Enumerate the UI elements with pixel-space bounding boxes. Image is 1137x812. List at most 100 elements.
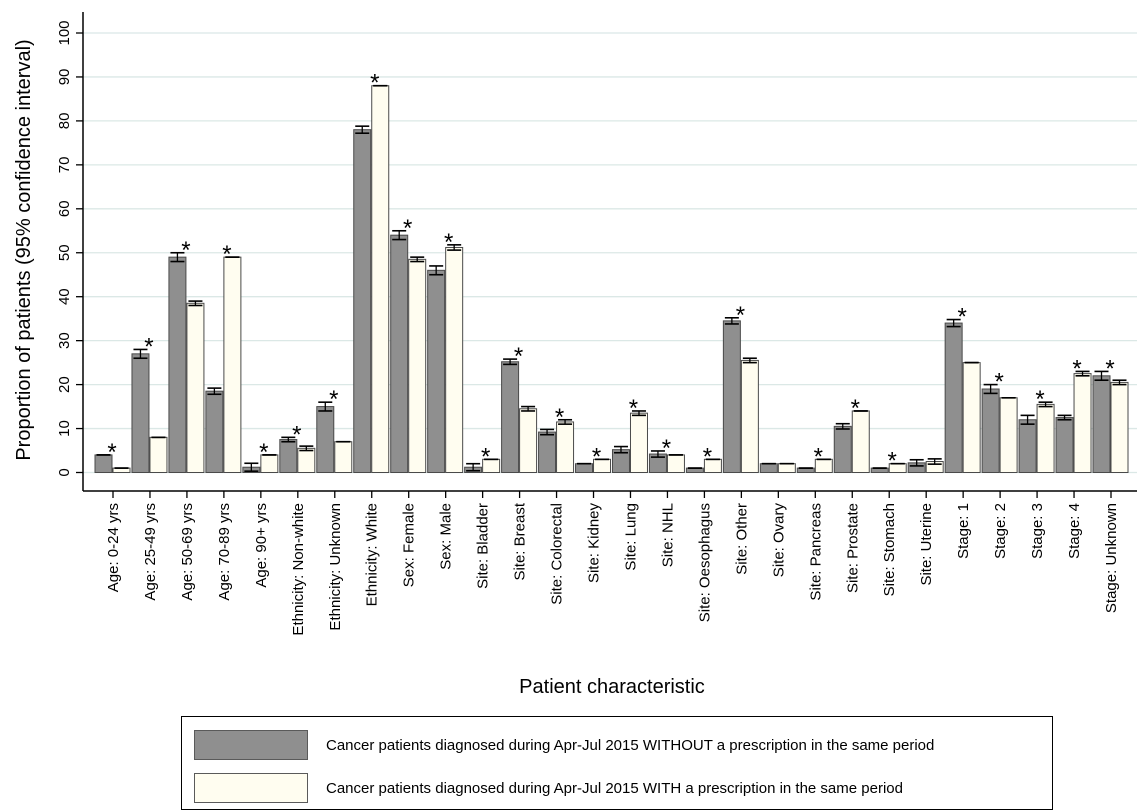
x-tick-label: Stage: 3 xyxy=(1029,503,1046,559)
bar xyxy=(223,256,242,473)
x-tick-label: Site: Pancreas xyxy=(807,503,824,601)
x-tick-label: Site: Breast xyxy=(512,502,529,580)
y-axis-title: Proportion of patients (95% confidence i… xyxy=(13,39,35,460)
significance-star: * xyxy=(370,70,379,97)
bar xyxy=(316,406,335,474)
significance-star: * xyxy=(736,302,745,329)
bar xyxy=(408,258,427,473)
bar xyxy=(205,390,224,474)
significance-star: * xyxy=(662,435,671,462)
bar xyxy=(833,425,852,474)
bar xyxy=(1092,375,1111,473)
y-tick-label: 90 xyxy=(56,69,73,86)
legend-swatch-with xyxy=(194,773,308,803)
x-tick-label: Ethnicity: Non-white xyxy=(290,503,307,636)
y-tick-label: 0 xyxy=(56,468,73,476)
x-tick-label: Site: Lung xyxy=(622,503,639,571)
x-tick-label: Ethnicity: White xyxy=(364,503,381,606)
legend-entry-without: Cancer patients diagnosed during Apr-Jul… xyxy=(194,729,934,761)
bar xyxy=(1018,419,1037,474)
significance-star: * xyxy=(957,304,966,331)
legend-swatch-without xyxy=(194,730,308,760)
bar xyxy=(538,431,557,474)
bar xyxy=(962,362,981,473)
y-tick-label: 40 xyxy=(56,288,73,305)
y-tick-label: 30 xyxy=(56,332,73,349)
significance-star: * xyxy=(1035,386,1044,413)
bar xyxy=(740,359,759,473)
bar xyxy=(186,302,205,474)
bar xyxy=(149,436,168,473)
bar xyxy=(777,463,796,473)
x-tick-label: Site: Other xyxy=(733,503,750,575)
significance-star: * xyxy=(1105,355,1114,382)
x-tick-label: Age: 70-89 yrs xyxy=(216,503,233,601)
significance-star: * xyxy=(329,386,338,413)
significance-star: * xyxy=(994,369,1003,396)
bar xyxy=(390,234,409,473)
x-tick-label: Site: Colorectal xyxy=(549,503,566,605)
significance-star: * xyxy=(851,395,860,422)
x-tick-label: Site: Stomach xyxy=(881,503,898,596)
x-tick-label: Site: Bladder xyxy=(475,503,492,589)
x-tick-label: Site: Oesophagus xyxy=(696,503,713,622)
legend: Cancer patients diagnosed during Apr-Jul… xyxy=(181,716,1053,810)
significance-star: * xyxy=(481,443,490,470)
x-tick-label: Stage: Unknown xyxy=(1103,503,1120,613)
significance-star: * xyxy=(814,443,823,470)
significance-star: * xyxy=(703,443,712,470)
y-tick-label: 60 xyxy=(56,200,73,217)
x-tick-label: Sex: Female xyxy=(401,503,418,587)
significance-star: * xyxy=(444,229,453,256)
bar xyxy=(371,85,390,474)
y-tick-label: 80 xyxy=(56,113,73,130)
bar xyxy=(759,463,778,473)
bar xyxy=(353,129,372,473)
significance-star: * xyxy=(555,404,564,431)
significance-star: * xyxy=(181,237,190,264)
x-tick-label: Site: Kidney xyxy=(586,503,603,584)
bar xyxy=(445,246,464,473)
bar xyxy=(1055,417,1074,473)
significance-star: * xyxy=(629,395,638,422)
y-tick-label: 100 xyxy=(56,20,73,45)
legend-label-without: Cancer patients diagnosed during Apr-Jul… xyxy=(326,736,935,754)
bars: * * * * * * * * * * * * * * * * * * * * * * * * * * xyxy=(94,70,1129,475)
x-tick-label: Site: NHL xyxy=(659,503,676,567)
bar xyxy=(334,441,353,473)
x-tick-label: Age: 25-49 yrs xyxy=(142,503,159,601)
bar xyxy=(427,269,446,473)
significance-star: * xyxy=(1072,355,1081,382)
y-tick-label: 50 xyxy=(56,244,73,261)
bar xyxy=(297,447,316,474)
y-tick-label: 70 xyxy=(56,157,73,174)
legend-label-with: Cancer patients diagnosed during Apr-Jul… xyxy=(326,779,903,797)
bar xyxy=(944,322,963,473)
x-tick-label: Age: 90+ yrs xyxy=(253,503,270,588)
bar xyxy=(501,361,520,473)
x-tick-label: Age: 50-69 yrs xyxy=(179,503,196,601)
axes: 0 10 20 30 40 50 60 70 80 90 100 Age: 0-24 yrs Age: … xyxy=(56,12,1137,636)
significance-star: * xyxy=(292,421,301,448)
x-tick-label: Site: Ovary xyxy=(770,503,787,578)
bar xyxy=(722,320,741,473)
bar xyxy=(519,408,538,473)
x-tick-label: Site: Uterine xyxy=(918,503,935,586)
gridlines xyxy=(83,32,1137,474)
significance-star: * xyxy=(144,333,153,360)
significance-star: * xyxy=(592,443,601,470)
x-tick-label: Stage: 1 xyxy=(955,503,972,559)
significance-star: * xyxy=(888,448,897,475)
y-tick-label: 20 xyxy=(56,376,73,393)
x-tick-label: Ethnicity: Unknown xyxy=(327,503,344,631)
x-tick-label: Age: 0-24 yrs xyxy=(105,503,122,592)
significance-star: * xyxy=(514,343,523,370)
bar xyxy=(168,256,187,473)
bar xyxy=(999,397,1018,473)
bar xyxy=(981,388,1000,473)
x-tick-label: Stage: 2 xyxy=(992,503,1009,559)
significance-star: * xyxy=(222,241,231,268)
x-axis-title: Patient characteristic xyxy=(519,676,705,698)
bar xyxy=(1110,381,1129,473)
